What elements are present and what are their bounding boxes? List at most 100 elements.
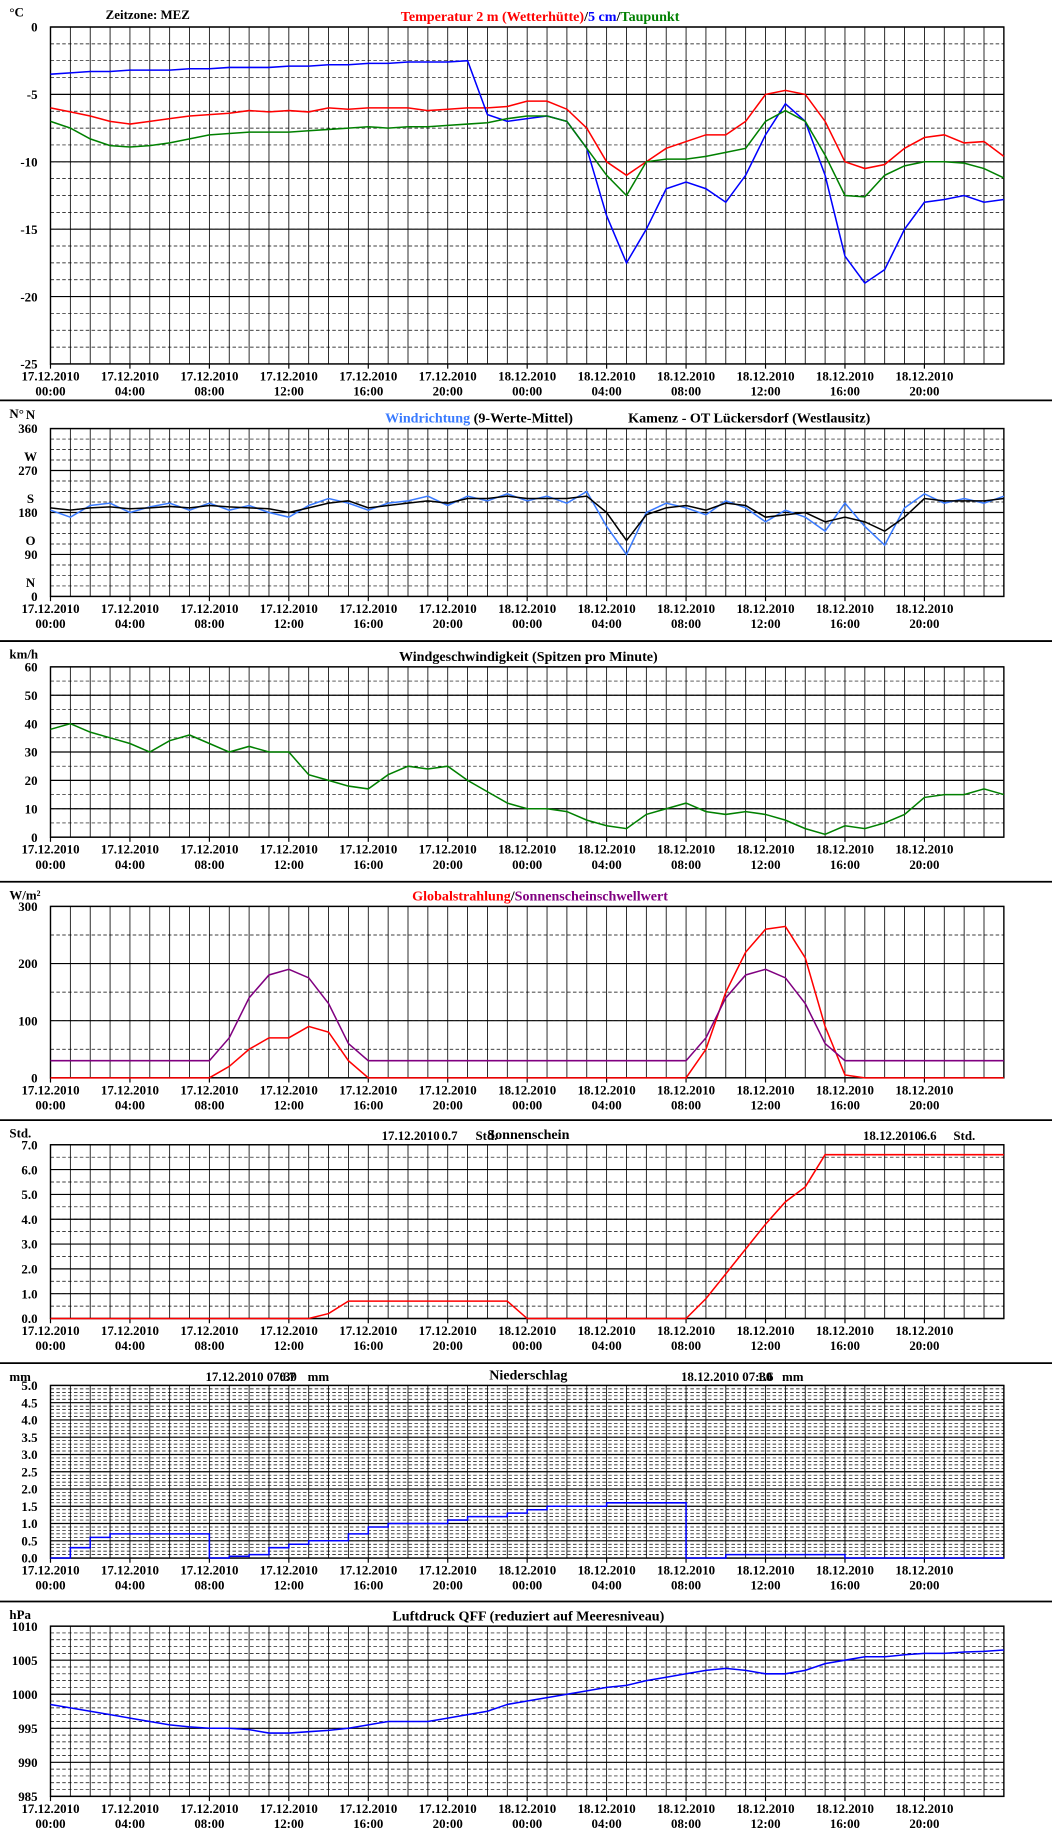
y-tick-label: -25 [20, 357, 37, 372]
y-tick-label: 1.0 [21, 1516, 37, 1531]
legend-entry: Globalstrahlung [412, 889, 511, 905]
y-tick-label: 0.0 [21, 1311, 37, 1326]
plot-frame [49, 1384, 1005, 1559]
y-axis-unit: N° [9, 406, 23, 421]
annotation-value: 0.7 [441, 1128, 458, 1143]
y-tick-label: 50 [25, 688, 38, 703]
legend-entry: 5 cm [588, 9, 617, 25]
annotation-value: 0.7 [279, 1369, 296, 1384]
x-tick-label: 17.12.2010 08:00 [180, 1801, 238, 1831]
plot-frame [49, 1625, 1005, 1798]
x-tick-label: 18.12.2010 20:00 [895, 368, 953, 398]
x-tick-label: 17.12.2010 04:00 [101, 1801, 159, 1831]
data-line [50, 925, 1004, 1079]
legend-entry: Taupunkt [620, 9, 679, 25]
y-tick-label: 180 [18, 505, 37, 520]
chart-title: Temperatur 2 m (Wetterhütte)/5 cm/Taupun… [401, 9, 680, 25]
y-tick-label: 100 [18, 1013, 37, 1028]
plot-frame [49, 666, 1005, 838]
x-tick-label: 18.12.2010 04:00 [578, 1082, 636, 1112]
x-tick-label: 17.12.2010 16:00 [339, 1801, 397, 1831]
x-tick-label: 18.12.2010 20:00 [895, 1801, 953, 1831]
x-tick-label: 17.12.2010 20:00 [419, 1801, 477, 1831]
x-tick-label: 17.12.2010 04:00 [101, 842, 159, 872]
x-tick-label: 18.12.2010 08:00 [657, 1562, 715, 1592]
data-line [50, 490, 1005, 556]
x-tick-label: 18.12.2010 16:00 [816, 1801, 874, 1831]
x-tick-label: 17.12.2010 16:00 [339, 842, 397, 872]
x-tick-label: 18.12.2010 08:00 [657, 1801, 715, 1831]
x-tick-label: 18.12.2010 12:00 [736, 601, 794, 631]
data-line [50, 495, 1004, 542]
annotation-unit: mm [782, 1369, 804, 1384]
y-tick-label: 2.0 [21, 1482, 37, 1497]
x-tick-label: 17.12.2010 08:00 [180, 601, 238, 631]
data-line [50, 1649, 1004, 1734]
y-tick-label: 4.0 [21, 1413, 37, 1428]
y-tick-label: 6.0 [21, 1162, 37, 1177]
x-tick-label: 17.12.2010 12:00 [260, 368, 318, 398]
legend-entry: Temperatur 2 m (Wetterhütte) [401, 9, 585, 25]
y-tick-label: 2.5 [21, 1464, 37, 1479]
x-tick-label: 18.12.2010 00:00 [498, 601, 556, 631]
x-tick-label: 18.12.2010 04:00 [578, 368, 636, 398]
y-tick-label: 30 [25, 745, 38, 760]
y-tick-label: 1.0 [21, 1286, 37, 1301]
x-tick-label: 18.12.2010 04:00 [578, 601, 636, 631]
data-line [50, 1502, 1004, 1559]
x-tick-label: 17.12.2010 04:00 [101, 1323, 159, 1353]
x-tick-label: 17.12.2010 12:00 [260, 1801, 318, 1831]
x-tick-label: 18.12.2010 12:00 [736, 842, 794, 872]
data-line [50, 89, 1005, 177]
y-axis-unit: W/m² [9, 887, 40, 902]
x-tick-label: 18.12.2010 00:00 [498, 842, 556, 872]
chart-title: Luftdruck QFF (reduziert auf Meeresnivea… [392, 1608, 664, 1624]
data-line [50, 1153, 1004, 1320]
x-tick-label: 18.12.2010 04:00 [578, 1562, 636, 1592]
x-tick-label: 18.12.2010 20:00 [895, 1323, 953, 1353]
x-tick-label: 17.12.2010 04:00 [101, 1562, 159, 1592]
y-tick-label: 0.5 [21, 1533, 37, 1548]
x-tick-label: 17.12.2010 00:00 [21, 601, 79, 631]
x-tick-label: 18.12.2010 08:00 [657, 1323, 715, 1353]
y-tick-label: 40 [25, 716, 38, 731]
y-tick-label: 3.5 [21, 1430, 37, 1445]
x-tick-label: 17.12.2010 16:00 [339, 368, 397, 398]
x-tick-label: 17.12.2010 16:00 [339, 1562, 397, 1592]
x-tick-label: 18.12.2010 12:00 [736, 1562, 794, 1592]
x-tick-label: 18.12.2010 16:00 [816, 1082, 874, 1112]
y-tick-label: 4.5 [21, 1395, 37, 1410]
x-tick-label: 18.12.2010 04:00 [578, 1323, 636, 1353]
annotation-date: 17.12.2010 [382, 1128, 440, 1143]
y-tick-label: 0 [31, 589, 37, 604]
x-tick-label: 17.12.2010 00:00 [21, 1323, 79, 1353]
x-tick-label: 18.12.2010 12:00 [736, 1082, 794, 1112]
x-tick-label: 17.12.2010 00:00 [21, 1562, 79, 1592]
y-tick-label: 90 [25, 547, 38, 562]
y-axis-unit: hPa [9, 1607, 31, 1622]
x-tick-label: 17.12.2010 20:00 [419, 842, 477, 872]
x-tick-label: 17.12.2010 16:00 [339, 1082, 397, 1112]
annotation-unit: Std. [953, 1128, 975, 1143]
y-tick-label: 1000 [12, 1687, 38, 1702]
data-line [50, 59, 1004, 285]
y-tick-label: 0 [31, 1071, 37, 1086]
x-tick-label: 18.12.2010 04:00 [578, 1801, 636, 1831]
compass-label: O [26, 533, 36, 548]
annotation-unit: mm [308, 1369, 330, 1384]
y-tick-label: 985 [18, 1789, 37, 1804]
x-tick-label: 17.12.2010 08:00 [180, 842, 238, 872]
annotation-unit: Std. [476, 1128, 498, 1143]
y-tick-label: 0 [31, 830, 37, 845]
y-tick-label: 3.0 [21, 1447, 37, 1462]
x-tick-label: 18.12.2010 20:00 [895, 842, 953, 872]
x-tick-label: 17.12.2010 12:00 [260, 842, 318, 872]
y-tick-label: 7.0 [21, 1137, 37, 1152]
x-tick-label: 17.12.2010 20:00 [419, 368, 477, 398]
x-tick-label: 18.12.2010 08:00 [657, 1082, 715, 1112]
y-tick-label: -5 [27, 87, 38, 102]
title-separator: / [583, 9, 589, 25]
y-axis-unit: Std. [9, 1126, 31, 1141]
x-tick-label: 17.12.2010 08:00 [180, 1562, 238, 1592]
